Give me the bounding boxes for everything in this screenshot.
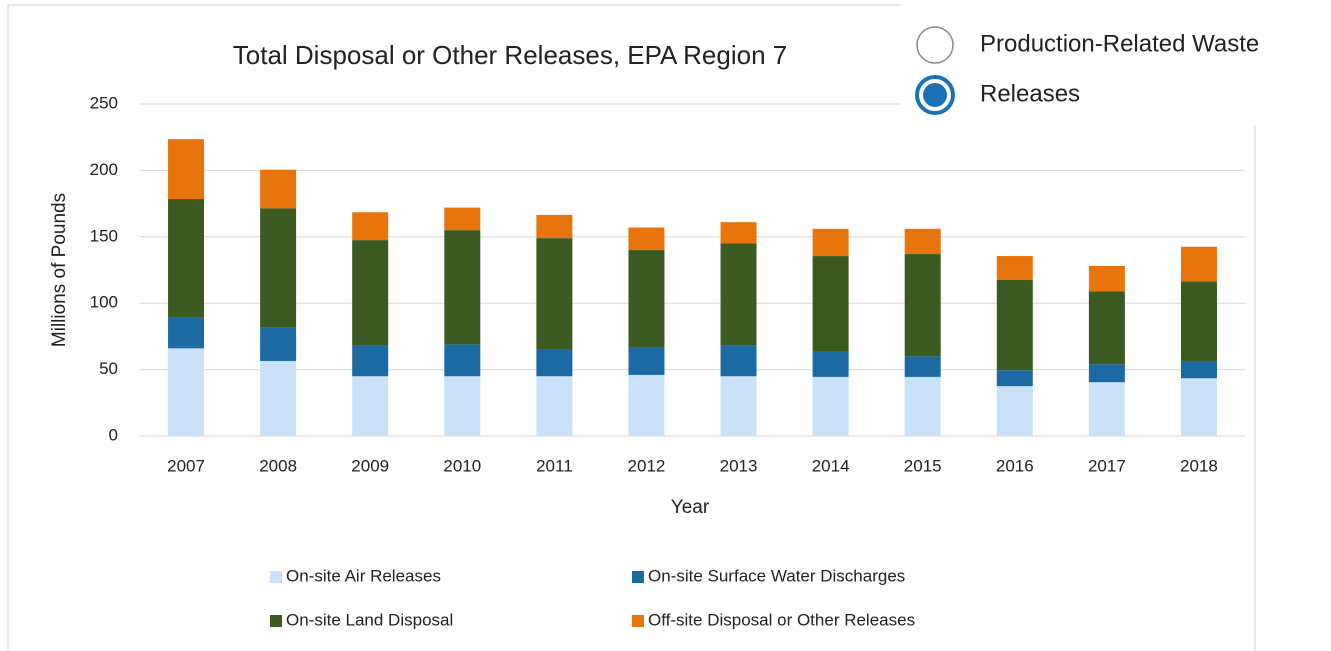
x-tick-label: 2007 [167, 456, 205, 475]
bar-segment [720, 376, 757, 436]
x-tick-label: 2008 [259, 456, 297, 475]
bar-segment [536, 376, 573, 436]
bar-segment [996, 386, 1033, 436]
bar-segment [352, 240, 389, 346]
radio-label[interactable]: Releases [980, 80, 1080, 107]
bar-segment [168, 348, 205, 436]
bar-segment [1088, 291, 1125, 365]
y-tick-label: 200 [90, 160, 118, 179]
bar-segment [1088, 382, 1125, 436]
bar-segment [812, 351, 849, 377]
bar-segment [352, 345, 389, 377]
legend-swatch [632, 571, 644, 583]
bar-segment [812, 376, 849, 436]
radio-panel [900, 0, 1331, 125]
x-tick-label: 2012 [628, 456, 666, 475]
bar-segment [444, 344, 481, 377]
legend-swatch [270, 571, 282, 583]
bar-segment [444, 230, 481, 345]
bar-segment [720, 243, 757, 346]
x-tick-label: 2016 [996, 456, 1034, 475]
bar-segment [720, 345, 757, 377]
x-tick-label: 2015 [904, 456, 942, 475]
bar-segment [352, 376, 389, 436]
bar-segment [260, 208, 297, 328]
bar-segment [904, 356, 941, 377]
bar-segment [1088, 364, 1125, 383]
legend-swatch [270, 615, 282, 627]
bar-segment [904, 228, 941, 255]
x-tick-label: 2011 [536, 456, 573, 475]
legend-label: On-site Land Disposal [286, 610, 453, 629]
bar-segment [1088, 266, 1125, 292]
bar-segment [996, 256, 1033, 280]
bar-segment [168, 139, 205, 199]
chart-title: Total Disposal or Other Releases, EPA Re… [233, 40, 787, 70]
x-tick-label: 2014 [812, 456, 850, 475]
x-tick-label: 2009 [351, 456, 389, 475]
bar-segment [260, 169, 297, 209]
bar-segment [904, 376, 941, 436]
bar-segment [536, 238, 573, 350]
x-tick-label: 2018 [1180, 456, 1218, 475]
y-tick-label: 50 [99, 359, 118, 378]
radio-button[interactable] [916, 26, 954, 64]
x-axis-label: Year [671, 497, 710, 518]
bar-segment [1180, 378, 1217, 436]
radio-group: Production-Related Waste Releases [915, 26, 1259, 115]
bar-segment [628, 250, 665, 348]
bar-segment [444, 376, 481, 436]
bar-segment [720, 222, 757, 244]
legend-swatch [632, 615, 644, 627]
bar-segment [260, 327, 297, 361]
y-tick-label: 100 [90, 293, 118, 312]
bar-segment [1180, 360, 1217, 379]
bar-segment [536, 349, 573, 377]
bar-segment [444, 207, 481, 231]
y-tick-label: 0 [109, 425, 118, 444]
legend-label: On-site Surface Water Discharges [648, 566, 905, 585]
radio-label[interactable]: Production-Related Waste [980, 30, 1259, 57]
bar-segment [904, 254, 941, 357]
legend-label: On-site Air Releases [286, 566, 441, 585]
x-tick-label: 2010 [443, 456, 481, 475]
bar-segment [996, 279, 1033, 371]
bar-segment [260, 360, 297, 436]
bar-segment [628, 374, 665, 436]
y-axis-label: Millions of Pounds [49, 193, 70, 347]
x-tick-label: 2017 [1088, 456, 1126, 475]
bar-segment [168, 317, 205, 349]
legend-label: Off-site Disposal or Other Releases [648, 610, 915, 629]
bar-segment [628, 347, 665, 375]
radio-dot[interactable] [923, 83, 947, 107]
bar-segment [996, 370, 1033, 387]
bar-segment [1180, 281, 1217, 361]
bar-segment [168, 198, 205, 318]
y-tick-label: 250 [90, 93, 118, 112]
plot: 0 50 100 150 200 250 2007 2008 2009 2010 2011 2012 2… [90, 93, 1245, 629]
y-tick-label: 150 [90, 226, 118, 245]
bar-segment [1180, 246, 1217, 282]
bar-segment [628, 227, 665, 251]
bar-segment [812, 228, 849, 257]
x-tick-label: 2013 [720, 456, 758, 475]
bar-segment [536, 214, 573, 239]
bar-segment [812, 256, 849, 352]
bar-segment [352, 212, 389, 241]
